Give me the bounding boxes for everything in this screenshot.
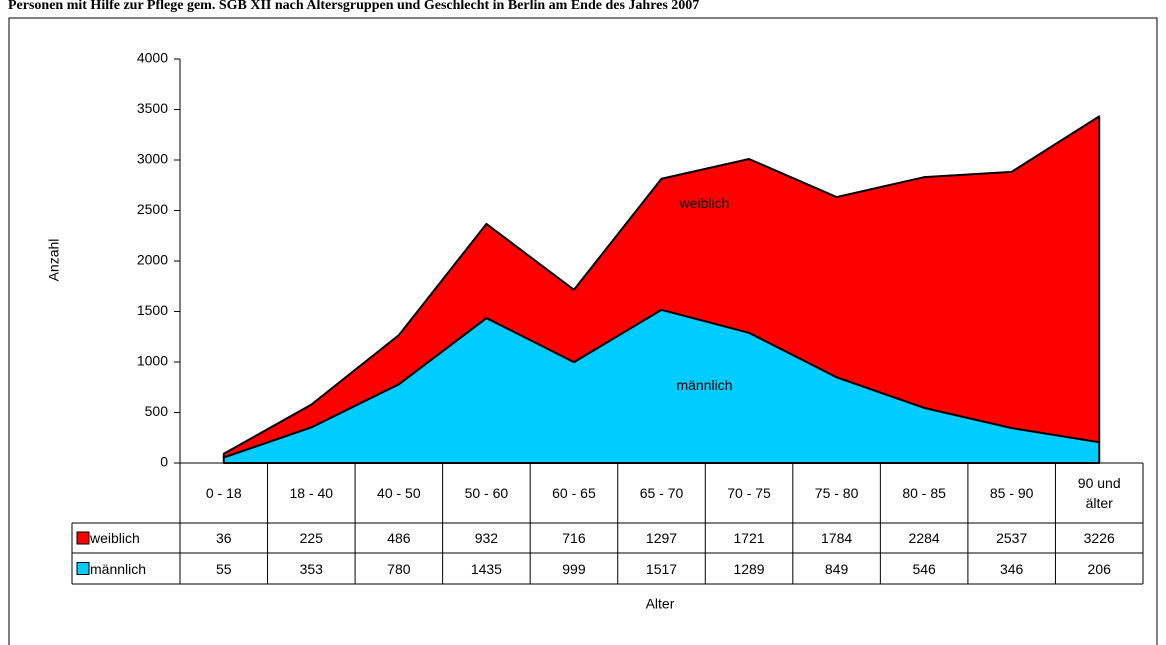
y-tick-label: 1000 [137,353,168,369]
y-tick-label: 1500 [137,302,168,318]
table-value: 1435 [470,560,502,577]
table-value: 225 [299,530,323,546]
table-value: 932 [474,530,499,546]
area-label: männlich [676,377,732,393]
table-value: 2537 [996,530,1028,546]
category-label: 90 und älter [1055,463,1143,523]
table-value: 1289 [733,560,765,577]
table-value: 1721 [733,530,765,546]
category-label-text: 18 - 40 [289,485,334,501]
category-label-text: 90 und älter [1077,475,1121,511]
frame [8,17,1158,645]
y-tick-label: 3500 [137,100,168,116]
category-label: 85 - 90 [968,463,1056,523]
table-value: 55 [215,560,232,577]
category-label-text: 0 - 18 [205,485,242,501]
table-value: 486 [387,530,411,546]
category-label-text: 65 - 70 [639,485,684,501]
category-label: 18 - 40 [268,463,356,523]
category-label-text: 75 - 80 [814,485,859,501]
table-value: 1517 [645,560,678,577]
category-label: 75 - 80 [793,463,881,523]
y-tick-label: 4000 [137,50,168,66]
table-value: 3226 [1083,530,1115,546]
category-label: 70 - 75 [705,463,793,523]
y-tick-label: 2500 [137,201,168,217]
table-value: 2284 [908,530,940,546]
y-tick-label: 3000 [137,151,168,167]
category-label-text: 85 - 90 [989,485,1034,501]
category-label-text: 70 - 75 [727,485,771,501]
table-value: 1297 [645,530,678,546]
area [222,115,1101,459]
category-label: 60 - 65 [530,463,618,523]
table-value: 36 [215,530,232,546]
y-tick-label: 0 [160,454,168,470]
category-label: 65 - 70 [618,463,706,523]
table-value: 716 [562,530,586,546]
legend-swatch [76,531,90,545]
category-label: 80 - 85 [880,463,968,523]
category-label: 0 - 18 [180,463,268,523]
table-value: 546 [912,560,936,577]
category-label-text: 80 - 85 [902,485,946,501]
category-label: 50 - 60 [443,463,531,523]
table-value: 353 [299,560,323,577]
category-label-text: 60 - 65 [552,485,596,501]
category-label-text: 50 - 60 [464,485,509,501]
chart-title: Personen mit Hilfe zur Pflege gem. SGB X… [8,0,699,13]
legend-swatch [76,562,90,575]
table-value: 780 [387,560,411,577]
category-label-text: 40 - 50 [377,485,421,501]
table-value: 206 [1087,560,1111,577]
table-value: 1784 [821,530,853,546]
legend-label: männlich [90,560,147,577]
y-tick-label: 500 [145,403,169,419]
area-label: weiblich [679,195,730,211]
table-value: 849 [824,560,849,577]
y-axis-label: Anzahl [46,239,62,282]
x-axis-label: Alter [646,596,675,612]
table-value: 999 [562,560,586,577]
table-value: 346 [999,560,1024,577]
legend-label: weiblich [90,530,140,546]
y-tick-label: 2000 [137,252,168,268]
category-label: 40 - 50 [355,463,443,523]
